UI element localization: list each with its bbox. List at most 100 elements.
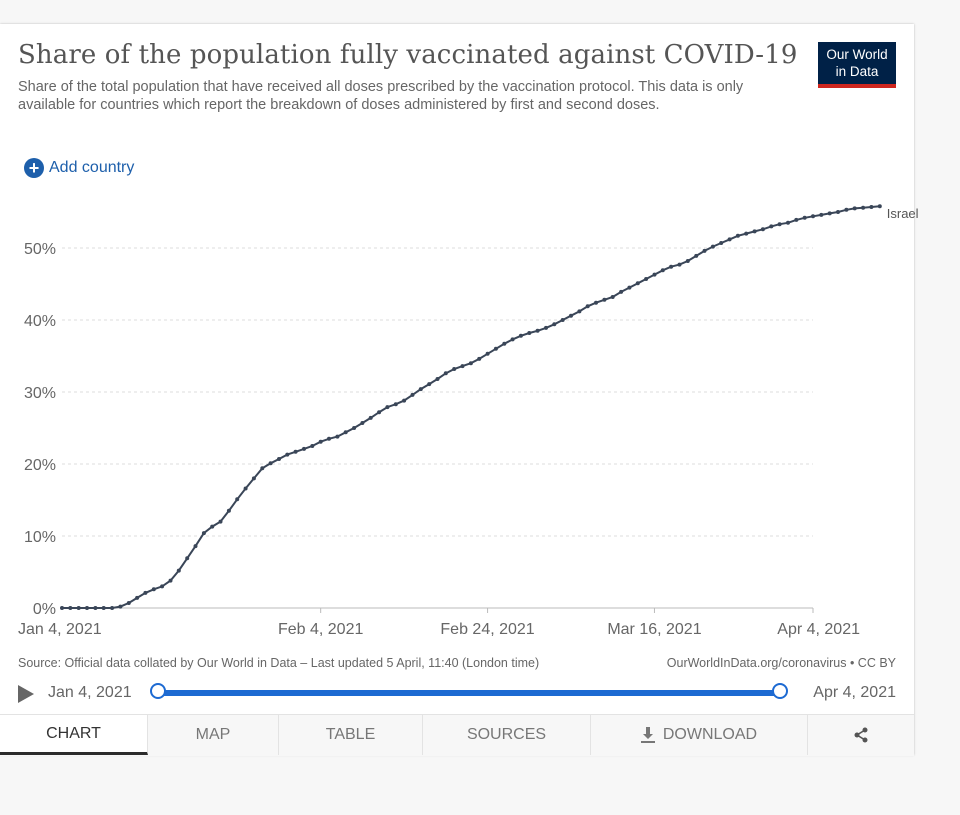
data-point (811, 214, 815, 219)
data-point (85, 606, 89, 610)
data-point (260, 466, 265, 471)
data-point (619, 289, 624, 294)
data-point (452, 367, 457, 371)
data-point (802, 215, 807, 220)
data-point (60, 606, 64, 610)
chart-subtitle: Share of the total population that have … (18, 79, 744, 113)
data-point (544, 325, 548, 330)
data-point (602, 297, 607, 302)
data-point (435, 377, 440, 381)
data-point (485, 351, 490, 356)
data-point (752, 229, 757, 234)
data-point (393, 402, 398, 407)
data-point (235, 497, 240, 502)
data-point (861, 205, 866, 210)
data-point (427, 382, 432, 387)
data-point (176, 568, 181, 573)
data-point (744, 231, 749, 236)
tab-share[interactable] (808, 715, 914, 755)
data-point (735, 233, 740, 238)
tab-chart[interactable]: CHART (0, 715, 148, 755)
data-point (794, 217, 799, 222)
y-tick-label: 0% (33, 601, 56, 618)
data-point (268, 461, 273, 466)
data-point (243, 486, 248, 491)
data-point (694, 253, 699, 258)
y-tick-label: 20% (24, 457, 56, 474)
data-point (293, 449, 298, 454)
tab-table-label: TABLE (325, 726, 376, 743)
data-point (844, 207, 849, 212)
download-icon (640, 727, 655, 743)
data-point (402, 398, 407, 403)
tab-sources-label: SOURCES (466, 726, 547, 743)
owid-logo[interactable]: Our World in Data (818, 42, 896, 88)
x-tick-label: Jan 4, 2021 (18, 621, 102, 638)
add-country-label: Add country (49, 159, 135, 176)
data-point (168, 578, 173, 583)
data-point (135, 595, 140, 600)
data-point (677, 262, 682, 267)
data-point (786, 220, 790, 225)
data-point (226, 508, 231, 513)
data-point (635, 281, 640, 286)
timeline-start-handle[interactable] (150, 683, 166, 699)
timeline-end-handle[interactable] (772, 683, 788, 699)
chart-title: Share of the population fully vaccinated… (18, 40, 798, 70)
data-point (836, 210, 840, 214)
data-point (644, 277, 649, 281)
tab-sources[interactable]: SOURCES (423, 715, 591, 755)
data-point (468, 361, 473, 366)
data-point (552, 322, 557, 327)
data-point (769, 224, 774, 229)
tab-table[interactable]: TABLE (279, 715, 423, 755)
logo-line-2: in Data (835, 64, 879, 79)
play-icon[interactable] (18, 685, 34, 703)
data-point (702, 248, 707, 253)
data-point (251, 476, 256, 481)
source-url-link[interactable]: OurWorldInData.org/coronavirus • CC BY (666, 656, 896, 670)
data-point (360, 421, 365, 425)
data-point (777, 222, 782, 227)
data-point (368, 415, 373, 420)
data-point (110, 606, 115, 610)
data-point (819, 212, 824, 217)
data-point (327, 436, 331, 441)
tab-download-label: DOWNLOAD (662, 726, 758, 743)
tab-bar: CHART MAP TABLE SOURCES DOWNLOAD (0, 714, 914, 756)
data-point (460, 364, 465, 369)
data-point (160, 584, 165, 589)
add-country-button[interactable]: + Add country (24, 158, 134, 178)
x-tick-label: Feb 4, 2021 (278, 621, 364, 638)
data-point (335, 434, 340, 439)
data-point (827, 211, 832, 216)
data-point (493, 346, 498, 351)
tab-map[interactable]: MAP (148, 715, 279, 755)
chart-card: Share of the population fully vaccinated… (0, 24, 914, 755)
data-point (93, 606, 98, 610)
data-point (477, 356, 482, 361)
data-point (418, 387, 423, 392)
tab-map-label: MAP (195, 726, 231, 743)
data-point (277, 457, 281, 461)
data-point (343, 430, 348, 435)
data-point (318, 439, 323, 444)
data-point (193, 544, 198, 549)
data-point (710, 244, 715, 249)
timeline-track[interactable] (158, 690, 780, 696)
data-point (869, 205, 874, 209)
y-tick-label: 10% (24, 529, 56, 546)
data-point (660, 268, 665, 273)
data-point (126, 601, 131, 605)
data-point (685, 259, 690, 263)
data-point (143, 590, 148, 595)
data-point (652, 272, 657, 277)
series-line (62, 205, 880, 609)
data-point (118, 604, 123, 609)
data-point (852, 206, 857, 211)
timeline-start-label: Jan 4, 2021 (48, 684, 132, 701)
tab-download[interactable]: DOWNLOAD (591, 715, 808, 755)
y-tick-label: 40% (24, 313, 56, 330)
data-point (577, 309, 582, 314)
